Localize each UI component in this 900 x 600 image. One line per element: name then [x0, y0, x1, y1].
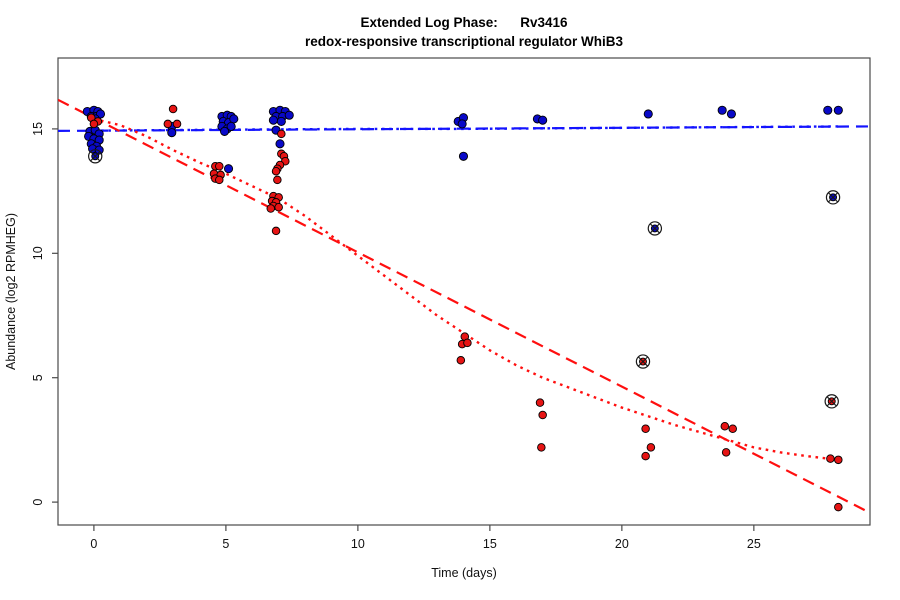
data-point [172, 119, 182, 129]
blue-circled-points [88, 149, 841, 236]
data-point [226, 121, 236, 131]
x-tick-label: 5 [222, 537, 229, 551]
blue-smooth-fit [93, 125, 839, 132]
data-point [215, 175, 224, 185]
x-tick-label: 10 [351, 537, 365, 551]
y-tick-label: 10 [31, 246, 45, 260]
x-axis-label: Time (days) [431, 566, 497, 580]
circle-x-marker [635, 354, 651, 369]
data-point [163, 119, 173, 129]
x-tick-label: 15 [483, 537, 497, 551]
data-point [273, 175, 282, 185]
data-point [834, 455, 843, 465]
data-point [646, 443, 656, 452]
circle-x-marker [88, 149, 103, 164]
x-tick-label: 25 [747, 537, 761, 551]
x-tick-label: 20 [615, 537, 629, 551]
data-point [220, 126, 230, 136]
data-point [268, 115, 278, 125]
data-point [271, 226, 281, 236]
data-point [717, 105, 727, 115]
circle-x-marker [90, 151, 101, 162]
chart-title-line2: redox-responsive transcriptional regulat… [304, 34, 624, 49]
data-point [276, 116, 286, 126]
data-point [463, 338, 472, 348]
data-point [833, 105, 843, 115]
data-point [229, 114, 239, 124]
red-points [87, 104, 843, 512]
data-point [215, 161, 224, 171]
data-point [537, 443, 546, 452]
data-point [458, 151, 469, 161]
red-smooth-fit [93, 117, 839, 462]
data-point [167, 128, 177, 138]
data-point [721, 448, 731, 457]
circle-x-marker [825, 190, 841, 205]
y-tick-label: 5 [31, 374, 45, 381]
data-point [275, 139, 285, 149]
data-point [720, 421, 730, 431]
circle-x-marker [827, 192, 839, 203]
red-linear-fit [58, 98, 870, 514]
blue-points [82, 105, 843, 174]
data-point [538, 410, 547, 420]
y-tick-label: 15 [31, 122, 45, 136]
data-point [538, 115, 548, 125]
data-point [834, 502, 843, 512]
data-point [641, 451, 650, 461]
data-point [271, 166, 281, 176]
data-point [728, 424, 737, 433]
data-point [641, 424, 650, 433]
plot-box [57, 57, 871, 526]
data-point [535, 398, 545, 407]
y-axis-label: Abundance (log2 RPMHEG) [4, 213, 18, 370]
data-point [89, 119, 99, 129]
data-point [274, 203, 283, 212]
circle-x-marker [637, 356, 649, 367]
chart-title: Extended Log Phase: Rv3416 redox-respons… [14, 13, 900, 51]
y-tick-label: 0 [31, 499, 45, 506]
circle-x-marker [647, 221, 663, 236]
data-point [168, 104, 178, 114]
data-point [277, 129, 286, 139]
data-point [223, 164, 234, 174]
circle-x-marker [649, 223, 660, 234]
data-point [823, 105, 833, 115]
data-point [456, 356, 466, 365]
circle-x-marker [824, 394, 839, 409]
x-tick-label: 0 [90, 537, 97, 551]
data-point [284, 110, 294, 120]
data-point [643, 109, 653, 119]
blue-linear-fit [58, 125, 870, 132]
data-point [457, 119, 467, 129]
data-point [726, 109, 736, 119]
chart-title-line1: Extended Log Phase: Rv3416 [360, 15, 568, 30]
circle-x-marker [826, 396, 837, 407]
data-point [266, 204, 276, 213]
data-point [826, 454, 835, 463]
red-circled-points [635, 354, 839, 409]
